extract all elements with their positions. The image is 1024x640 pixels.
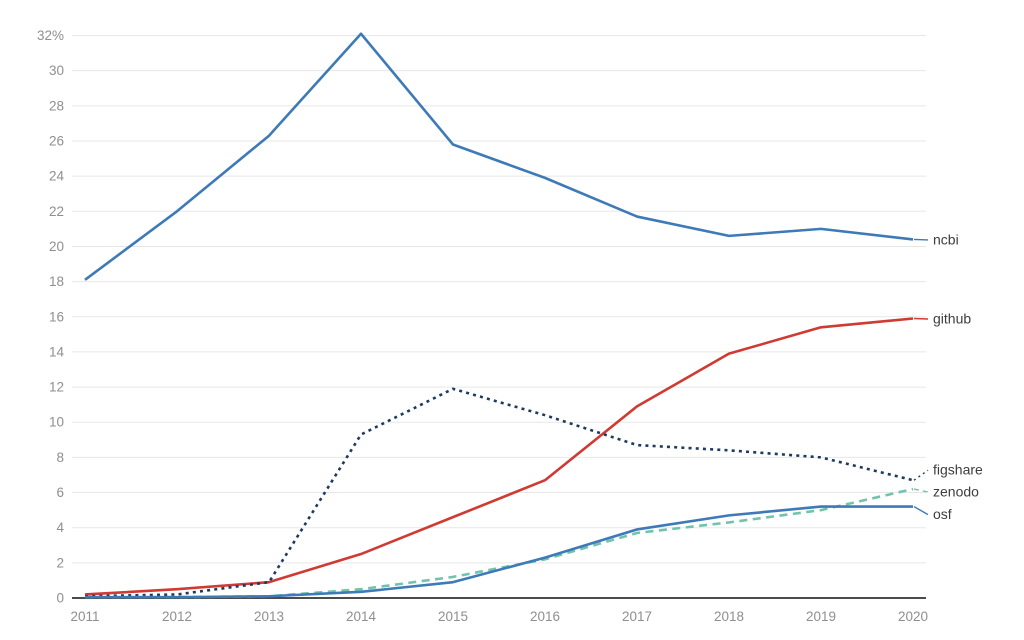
series-line-ncbi (84, 32, 914, 281)
series-label-github: github (933, 311, 971, 327)
series-line-figshare (84, 387, 914, 598)
series-leader-osf (913, 505, 929, 516)
series-leader-zenodo (913, 488, 929, 493)
y-tick-label: 18 (49, 274, 64, 289)
series-label-zenodo: zenodo (933, 484, 979, 500)
y-tick-label: 6 (56, 485, 64, 500)
series-leader-ncbi (913, 238, 929, 241)
y-tick-label: 12 (49, 380, 64, 395)
y-tick-label: 20 (49, 239, 64, 254)
x-tick-label: 2015 (438, 609, 468, 624)
y-tick-label: 22 (49, 204, 64, 219)
x-tick-label: 2011 (70, 609, 99, 624)
series-label-figshare: figshare (933, 462, 983, 478)
x-tick-label: 2012 (162, 609, 192, 624)
x-tick-label: 2018 (714, 609, 744, 624)
y-tick-label: 4 (56, 520, 64, 535)
x-tick-label: 2019 (806, 609, 836, 624)
x-tick-label: 2014 (346, 609, 377, 624)
series-leader-github (913, 317, 929, 320)
series-line-github (84, 317, 914, 596)
y-tick-label: 24 (49, 169, 65, 184)
y-tick-label: 26 (49, 133, 64, 148)
y-tick-label: 14 (49, 344, 65, 359)
y-tick-label: 0 (56, 591, 64, 606)
x-tick-label: 2020 (898, 609, 928, 624)
y-tick-label: 30 (49, 63, 64, 78)
x-tick-label: 2017 (622, 609, 652, 624)
y-tick-label: 8 (56, 450, 64, 465)
y-tick-label: 16 (49, 309, 64, 324)
series-line-zenodo (85, 487, 914, 599)
series-line-osf (85, 505, 913, 599)
y-tick-label: 28 (49, 98, 64, 113)
x-tick-label: 2013 (254, 609, 284, 624)
series-label-ncbi: ncbi (933, 231, 959, 247)
y-tick-label: 32% (37, 28, 64, 43)
series-label-osf: osf (933, 506, 952, 522)
y-tick-label: 2 (56, 555, 64, 570)
series-leader-figshare (913, 469, 929, 481)
y-tick-label: 10 (49, 415, 64, 430)
x-tick-label: 2016 (530, 609, 560, 624)
